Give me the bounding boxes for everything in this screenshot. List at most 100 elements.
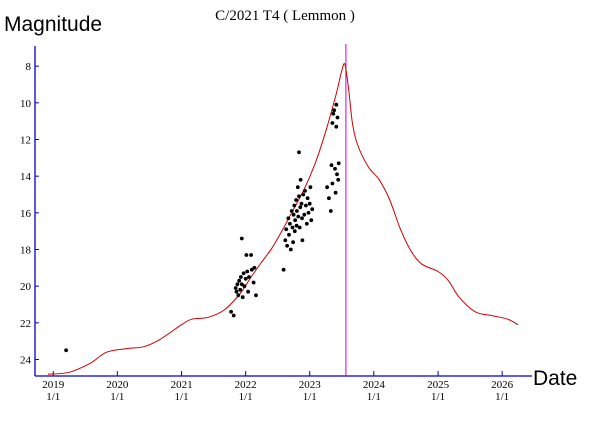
x-tick-year: 2022 <box>235 379 257 391</box>
observation-point <box>333 190 338 195</box>
observation-point <box>303 188 307 193</box>
observation-point <box>327 196 331 201</box>
observation-point <box>308 185 313 190</box>
observation-point <box>287 232 291 237</box>
observation-point <box>246 289 251 294</box>
plot-area: 8101214161820222420191/120201/120211/120… <box>20 44 532 403</box>
y-axis-label: Magnitude <box>4 13 102 36</box>
observation-point <box>289 209 294 213</box>
y-tick-label: 20 <box>20 281 32 293</box>
observation-point <box>290 225 295 230</box>
observation-point <box>298 177 303 182</box>
observation-point <box>239 236 244 241</box>
observation-point <box>239 282 244 287</box>
observation-point <box>245 269 250 274</box>
observation-point <box>293 218 298 223</box>
observation-point <box>285 243 289 248</box>
observation-point <box>294 223 299 228</box>
x-tick-day: 1/1 <box>239 391 253 403</box>
y-tick-label: 12 <box>20 135 31 147</box>
observation-point <box>249 253 254 257</box>
observation-point <box>291 212 296 217</box>
observation-point <box>235 282 240 287</box>
chart-title: C/2021 T4 ( Lemmon ) <box>215 8 355 24</box>
observation-point <box>336 177 341 182</box>
x-tick-year: 2025 <box>427 379 450 391</box>
observation-point <box>237 278 242 283</box>
observation-point <box>247 275 251 279</box>
observation-point <box>304 203 308 208</box>
observation-point <box>334 102 339 107</box>
observation-point <box>328 209 333 213</box>
observation-point <box>332 108 336 113</box>
observation-point <box>242 284 247 289</box>
observation-point <box>294 198 298 202</box>
observation-point <box>295 209 299 213</box>
observation-point <box>298 205 303 210</box>
x-tick-day: 1/1 <box>175 391 189 403</box>
observation-point <box>304 221 309 226</box>
observation-point <box>251 280 256 285</box>
observation-point <box>333 166 337 171</box>
observation-point <box>254 293 258 298</box>
observation-point <box>330 121 335 125</box>
observation-point <box>283 238 288 243</box>
observation-point <box>288 247 293 252</box>
observation-point <box>243 276 248 281</box>
observation-point <box>286 216 291 221</box>
observation-point <box>306 210 311 215</box>
y-tick-label: 24 <box>20 355 32 367</box>
observation-point <box>305 196 310 201</box>
x-tick-day: 1/1 <box>367 391 381 403</box>
predicted-magnitude-curve <box>47 63 519 375</box>
x-tick-day: 1/1 <box>431 391 445 403</box>
observation-point <box>252 265 257 270</box>
observation-point <box>244 253 249 257</box>
observation-point <box>330 181 335 186</box>
observation-point <box>292 203 297 208</box>
observation-point <box>297 150 301 155</box>
observation-point <box>284 227 289 232</box>
x-tick-year: 2020 <box>106 379 129 391</box>
observation-point <box>229 309 234 314</box>
x-tick-day: 1/1 <box>303 391 317 403</box>
observation-point <box>301 192 306 197</box>
observation-point <box>307 201 312 206</box>
observation-point <box>325 185 329 190</box>
x-tick-year: 2021 <box>171 379 193 391</box>
observation-point <box>291 240 295 245</box>
observation-point <box>295 185 300 190</box>
x-axis-label: Date <box>533 367 577 390</box>
x-tick-year: 2024 <box>363 379 386 391</box>
observation-point <box>336 161 341 166</box>
observation-point <box>231 313 236 318</box>
y-tick-label: 10 <box>20 98 32 110</box>
observation-point <box>239 275 243 279</box>
observation-point <box>249 267 254 272</box>
observation-point <box>281 267 286 272</box>
observation-point <box>310 207 315 212</box>
observation-point <box>335 115 340 120</box>
observation-point <box>297 194 301 199</box>
observation-point <box>300 216 304 221</box>
observation-point <box>302 212 307 217</box>
observation-point <box>288 221 292 226</box>
observation-point <box>233 286 238 290</box>
observation-point <box>292 229 297 234</box>
observation-point <box>299 201 304 206</box>
observation-point <box>296 214 301 219</box>
y-tick-label: 16 <box>20 208 32 220</box>
x-tick-day: 1/1 <box>46 391 60 403</box>
y-tick-label: 14 <box>20 171 32 183</box>
observation-point <box>238 287 243 292</box>
x-tick-day: 1/1 <box>110 391 124 403</box>
observation-point <box>240 295 245 300</box>
y-tick-label: 22 <box>20 318 31 330</box>
observation-point <box>297 225 302 230</box>
observation-point <box>300 238 305 243</box>
y-tick-label: 8 <box>26 61 32 73</box>
observation-point <box>331 111 336 116</box>
x-tick-year: 2023 <box>299 379 322 391</box>
y-tick-label: 18 <box>20 245 32 257</box>
